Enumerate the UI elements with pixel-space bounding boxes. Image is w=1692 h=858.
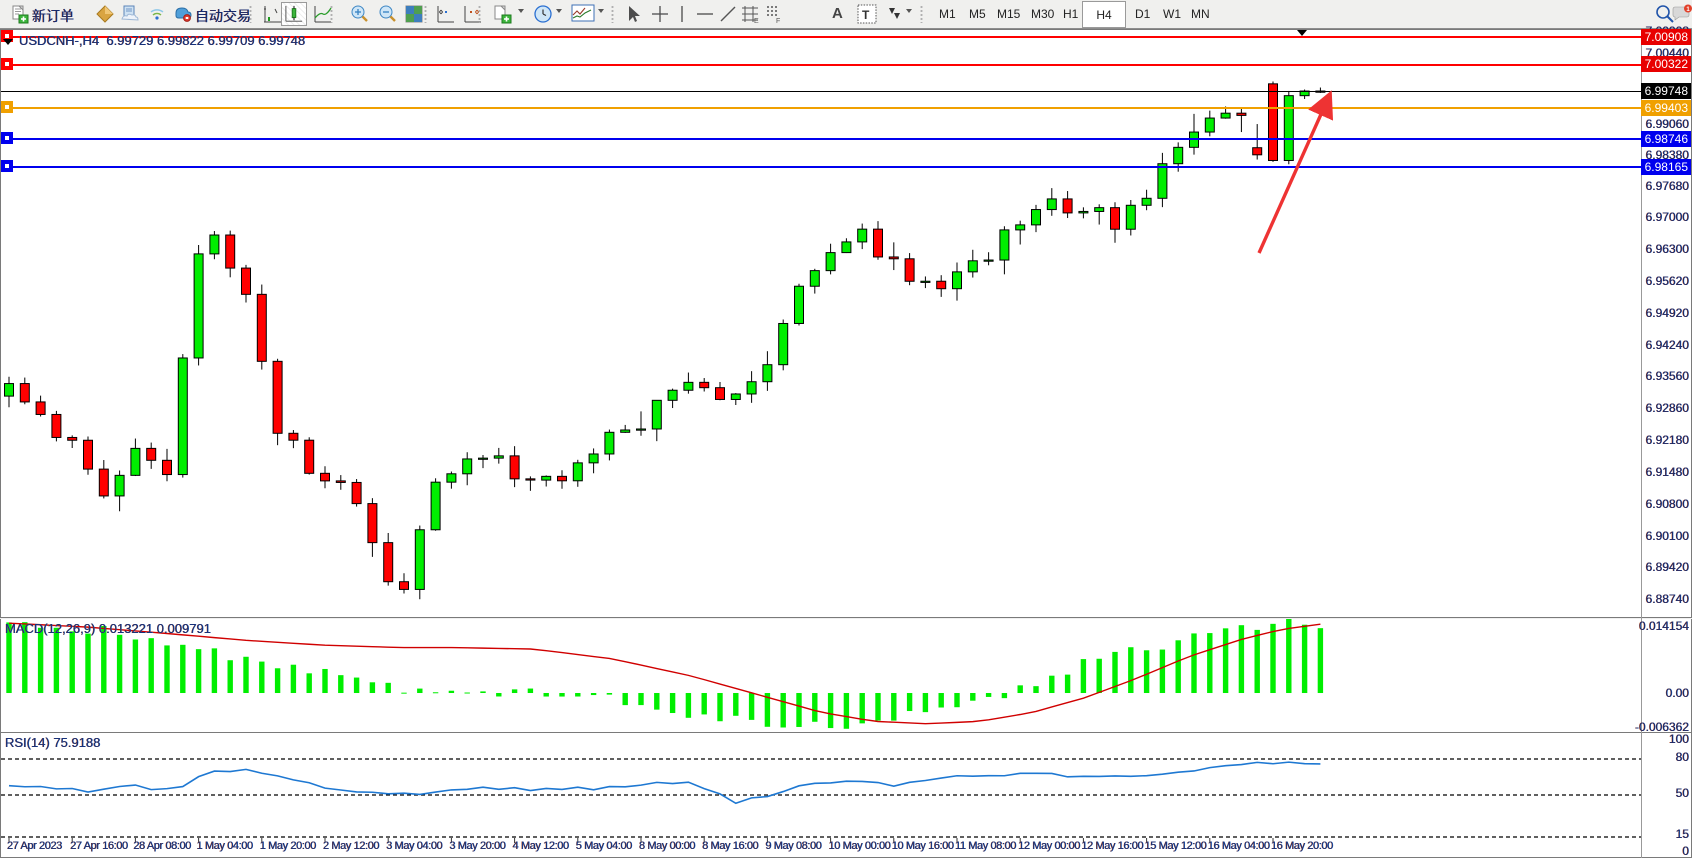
svg-text:E: E <box>754 18 759 24</box>
svg-text:T: T <box>862 8 870 22</box>
svg-text:F: F <box>776 18 780 24</box>
